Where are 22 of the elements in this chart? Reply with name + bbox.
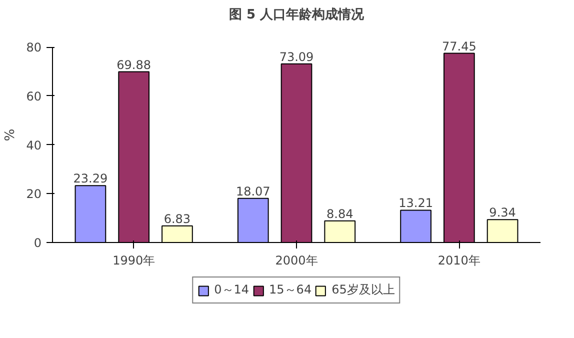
data-label: 18.07 [236,184,270,198]
chart-title: 图 5 人口年龄构成情况 [228,8,366,22]
x-tick-label: 1990年 [112,254,156,268]
x-tick-label: 2010年 [438,254,480,268]
data-label: 13.21 [398,196,433,210]
legend-label: 15～64 [269,282,312,298]
data-label: 23.29 [73,172,108,186]
x-tick-label: 2000年 [275,254,318,268]
y-tick-label: 20 [26,187,42,202]
data-label: 8.84 [326,206,354,221]
data-label: 69.88 [116,58,152,72]
y-tick-label: 60 [26,89,42,104]
y-tick-label: 80 [26,40,42,55]
data-label: 73.09 [279,50,314,64]
data-label: 9.34 [489,206,516,220]
y-tick-label: 0 [34,236,42,250]
data-label: 77.45 [442,39,476,54]
legend-label: 0～14 [214,282,250,298]
data-label: 6.83 [164,212,191,226]
y-tick-label: 40 [26,138,42,152]
legend-label: 65岁及以上 [332,282,395,298]
y-axis-title: % [3,128,18,142]
